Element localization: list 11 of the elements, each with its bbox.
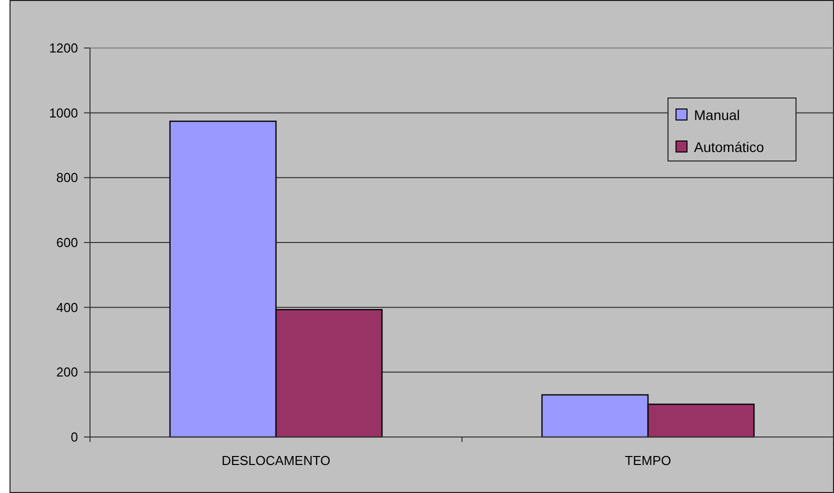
- x-tick-label: DESLOCAMENTO: [222, 453, 330, 468]
- y-tick-label: 800: [56, 170, 78, 186]
- y-tick-label: 1200: [49, 40, 78, 56]
- y-tick-label: 200: [56, 364, 78, 380]
- y-tick-label: 1000: [49, 105, 78, 120]
- legend-label: Manual: [694, 106, 740, 123]
- y-tick-label: 600: [56, 235, 78, 250]
- y-tick-label: 400: [56, 300, 78, 315]
- x-tick-label: TEMPO: [624, 453, 672, 468]
- y-tick-label: 0: [70, 430, 78, 445]
- legend-label: Automático: [694, 138, 764, 155]
